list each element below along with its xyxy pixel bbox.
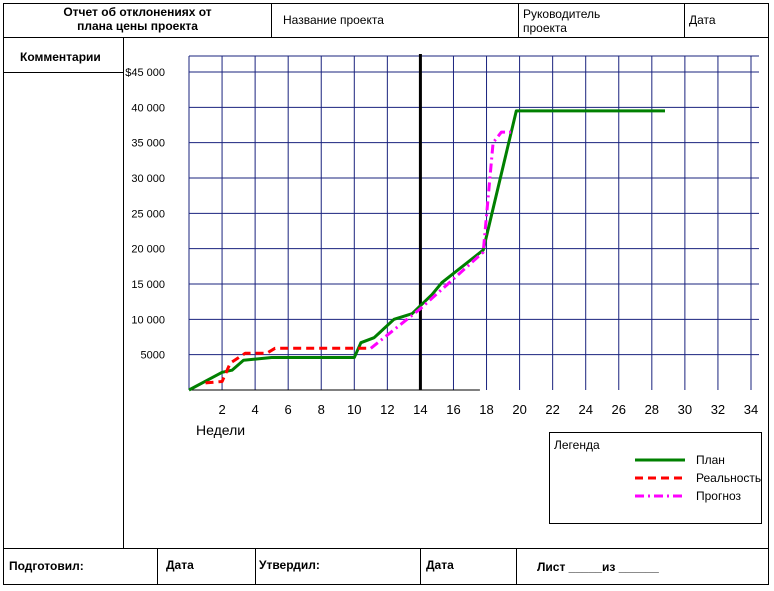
series-line-2 (369, 130, 512, 350)
series (188, 109, 665, 392)
header-sep-2 (518, 3, 519, 37)
y-tick-label: 35 000 (131, 138, 165, 150)
sidebar-title-underline (3, 72, 123, 73)
x-tick-label: 2 (218, 402, 225, 417)
y-tick-label: $45 000 (125, 67, 165, 79)
footer-sep-4 (516, 548, 517, 585)
legend-title: Легенда (554, 438, 600, 452)
y-tick-label: 20 000 (131, 244, 165, 256)
footer-date-label-1: Дата (166, 558, 194, 572)
x-tick-label: 20 (512, 402, 526, 417)
footer-sep-1 (157, 548, 158, 585)
x-tick-label: 34 (744, 402, 758, 417)
prepared-by-label: Подготовил: (9, 559, 84, 573)
x-tick-label: 18 (479, 402, 493, 417)
header-sep-1 (271, 3, 272, 37)
legend-entry-forecast: Прогноз (696, 489, 742, 503)
project-name-label: Название проекта (283, 13, 384, 27)
x-tick-label: 6 (285, 402, 292, 417)
grid (188, 54, 759, 391)
legend-swatches (635, 458, 685, 498)
manager-line1: Руководитель (523, 7, 601, 21)
x-tick-label: 28 (645, 402, 659, 417)
comments-label: Комментарии (20, 50, 101, 64)
x-tick-label: 14 (413, 402, 427, 417)
report-title-line2: плана цены проекта (77, 19, 198, 33)
x-tick-label: 12 (380, 402, 394, 417)
y-tick-label: 15 000 (131, 279, 165, 291)
x-tick-label: 8 (318, 402, 325, 417)
series-line-0 (188, 109, 665, 392)
y-tick-label: 5000 (141, 350, 165, 362)
x-tick-label: 24 (578, 402, 592, 417)
sidebar-divider (123, 37, 124, 548)
header-divider (3, 37, 769, 38)
manager-line2: проекта (523, 21, 567, 35)
legend-entry-actual: Реальность (696, 471, 762, 485)
report-frame (3, 3, 769, 585)
header-sep-3 (684, 3, 685, 37)
y-tick-label: 40 000 (131, 102, 165, 114)
x-axis-label: Недели (196, 422, 245, 438)
header-date-label: Дата (689, 13, 716, 27)
x-tick-label: 4 (252, 402, 259, 417)
legend-entry-plan: План (696, 453, 725, 467)
x-tick-label: 26 (612, 402, 626, 417)
project-manager-label: Руководитель проекта (523, 7, 600, 35)
footer-date-label-2: Дата (426, 558, 454, 572)
x-tick-label: 10 (347, 402, 361, 417)
approved-by-label: Утвердил: (259, 558, 320, 572)
x-tick-label: 30 (678, 402, 692, 417)
y-tick-label: 10 000 (131, 314, 165, 326)
footer-sep-3 (420, 548, 421, 585)
series-line-1 (205, 346, 371, 385)
report-title: Отчет об отклонениях от плана цены проек… (10, 5, 265, 33)
sheet-label: Лист _____из ______ (537, 560, 659, 574)
report-title-line1: Отчет об отклонениях от (63, 5, 212, 19)
footer-sep-2 (255, 548, 256, 585)
tick-labels: 5000 10 000 15 000 20 000 25 000 30 000 35 000… (125, 67, 758, 417)
x-tick-label: 16 (446, 402, 460, 417)
y-tick-label: 25 000 (131, 208, 165, 220)
footer-divider (3, 548, 769, 549)
legend: Легенда План Реальность Прогноз (549, 432, 762, 524)
x-tick-label: 22 (545, 402, 559, 417)
x-tick-label: 32 (711, 402, 725, 417)
y-tick-label: 30 000 (131, 173, 165, 185)
